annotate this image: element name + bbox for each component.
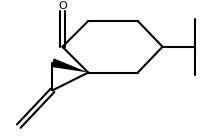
Polygon shape bbox=[51, 58, 88, 72]
Text: O: O bbox=[58, 1, 67, 11]
